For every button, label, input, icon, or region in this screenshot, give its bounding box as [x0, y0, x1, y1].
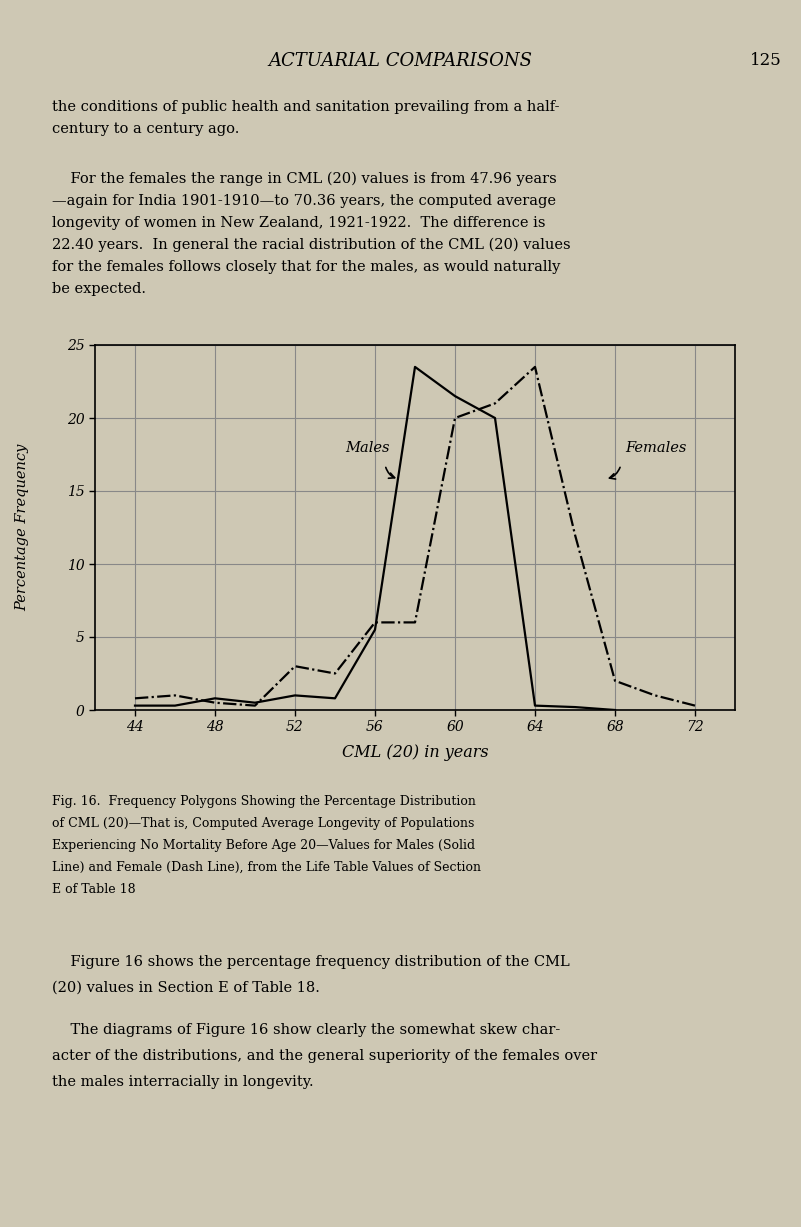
- Text: Fig. 16.  Frequency Polygons Showing the Percentage Distribution: Fig. 16. Frequency Polygons Showing the …: [52, 795, 476, 809]
- Text: Females: Females: [625, 440, 686, 454]
- Text: acter of the distributions, and the general superiority of the females over: acter of the distributions, and the gene…: [52, 1049, 597, 1063]
- Text: Experiencing No Mortality Before Age 20—Values for Males (Solid: Experiencing No Mortality Before Age 20—…: [52, 839, 475, 852]
- Text: the males interracially in longevity.: the males interracially in longevity.: [52, 1075, 314, 1090]
- Text: For the females the range in CML (20) values is from 47.96 years
—again for Indi: For the females the range in CML (20) va…: [52, 172, 570, 296]
- Text: Males: Males: [345, 440, 389, 454]
- Text: of CML (20)—That is, Computed Average Longevity of Populations: of CML (20)—That is, Computed Average Lo…: [52, 817, 474, 829]
- Text: Percentage Frequency: Percentage Frequency: [15, 443, 29, 611]
- Text: Figure 16 shows the percentage frequency distribution of the CML: Figure 16 shows the percentage frequency…: [52, 955, 570, 969]
- Text: E of Table 18: E of Table 18: [52, 883, 135, 896]
- Text: (20) values in Section E of Table 18.: (20) values in Section E of Table 18.: [52, 982, 320, 995]
- Text: Line) and Female (Dash Line), from the Life Table Values of Section: Line) and Female (Dash Line), from the L…: [52, 861, 481, 874]
- Text: The diagrams of Figure 16 show clearly the somewhat skew char-: The diagrams of Figure 16 show clearly t…: [52, 1023, 560, 1037]
- Text: the conditions of public health and sanitation prevailing from a half-
century t: the conditions of public health and sani…: [52, 99, 560, 136]
- X-axis label: CML (20) in years: CML (20) in years: [342, 744, 489, 761]
- Text: ACTUARIAL COMPARISONS: ACTUARIAL COMPARISONS: [268, 52, 533, 70]
- Text: 125: 125: [750, 52, 782, 69]
